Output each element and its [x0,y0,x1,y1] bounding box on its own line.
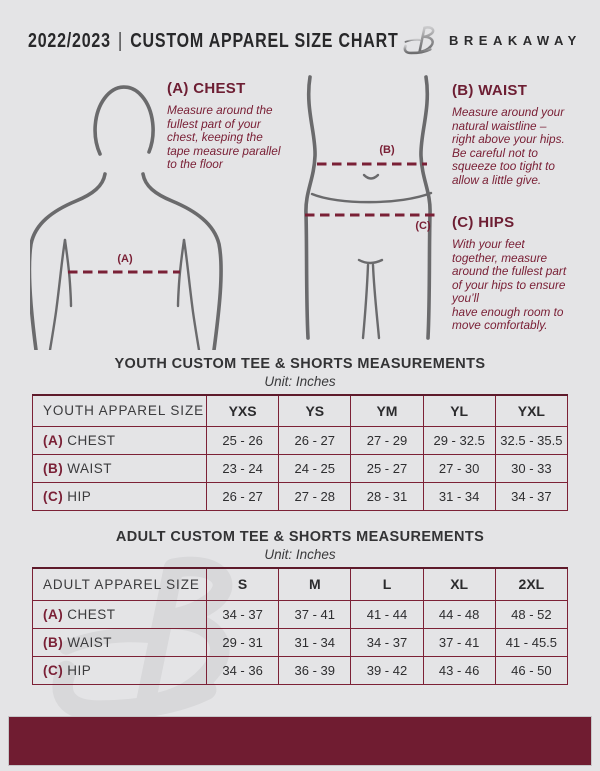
row-label-text: CHEST [67,606,116,622]
cell: 37 - 41 [278,599,352,629]
row-prefix: (B) [43,460,64,476]
cell: 31 - 34 [422,481,496,511]
footer-bar [8,716,592,766]
adult-size-2xl: 2XL [494,567,569,601]
cell: 31 - 34 [278,627,352,657]
upper-body-figure [30,85,223,350]
cell: 41 - 44 [350,599,424,629]
row-label-text: HIP [67,488,92,504]
waist-marker-label: (B) [379,144,395,156]
cell: 30 - 33 [494,453,569,483]
row-label-text: CHEST [67,432,116,448]
brand-name: BREAKAWAY [449,33,582,48]
chest-marker-label: (A) [117,253,133,265]
lower-body-figure [304,75,438,340]
adult-row-header: ADULT APPAREL SIZE [32,567,207,601]
cell: 34 - 37 [205,599,280,629]
hips-marker-label: (C) [415,220,431,232]
breakaway-logo-icon [403,26,435,55]
row-prefix: (C) [43,488,64,504]
youth-size-yl: YL [422,394,496,427]
youth-size-table: YOUTH APPAREL SIZE YXS YS YM YL YXL (A) C… [32,394,569,511]
youth-size-yxl: YXL [494,394,569,427]
title-separator: | [118,30,123,52]
cell: 25 - 26 [205,425,280,455]
title-text: CUSTOM APPAREL SIZE CHART [130,30,399,52]
youth-table-title: YOUTH CUSTOM TEE & SHORTS MEASUREMENTS [114,356,486,372]
adult-hip-row: (C) HIP 34 - 36 36 - 39 39 - 42 43 - 46 4… [32,655,569,685]
hips-heading: (C) HIPS [452,214,515,231]
youth-header-row: YOUTH APPAREL SIZE YXS YS YM YL YXL [32,394,569,427]
cell: 23 - 24 [205,453,280,483]
chest-instructions: Measure around the fullest part of your … [167,103,281,171]
youth-size-ys: YS [278,394,352,427]
row-prefix: (A) [43,432,64,448]
cell: 36 - 39 [278,655,352,685]
youth-row-header: YOUTH APPAREL SIZE [32,394,207,427]
waist-instructions: Measure around your natural waistline – … [452,105,565,187]
youth-size-ym: YM [350,394,424,427]
row-prefix: (B) [43,634,64,650]
cell: 44 - 48 [422,599,496,629]
youth-chest-row: (A) CHEST 25 - 26 26 - 27 27 - 29 29 - 32… [32,425,569,455]
adult-waist-row: (B) WAIST 29 - 31 31 - 34 34 - 37 37 - 41… [32,627,569,657]
chest-heading: (A) CHEST [167,80,246,97]
cell: 48 - 52 [494,599,569,629]
adult-chest-row: (A) CHEST 34 - 37 37 - 41 41 - 44 44 - 48… [32,599,569,629]
cell: 24 - 25 [278,453,352,483]
hips-instructions: With your feet together, measure around … [452,237,567,332]
adult-size-s: S [205,567,280,601]
cell: 29 - 31 [205,627,280,657]
waist-heading: (B) WAIST [452,82,528,99]
adult-size-table: ADULT APPAREL SIZE S M L XL 2XL (A) CHEST… [32,567,569,685]
adult-size-l: L [350,567,424,601]
cell: 27 - 28 [278,481,352,511]
cell: 46 - 50 [494,655,569,685]
adult-table-title: ADULT CUSTOM TEE & SHORTS MEASUREMENTS [115,529,485,545]
cell: 34 - 37 [350,627,424,657]
cell: 26 - 27 [278,425,352,455]
row-prefix: (C) [43,662,64,678]
adult-size-m: M [278,567,352,601]
cell: 27 - 30 [422,453,496,483]
youth-waist-row: (B) WAIST 23 - 24 24 - 25 25 - 27 27 - 30… [32,453,569,483]
cell: 34 - 37 [494,481,569,511]
youth-hip-row: (C) HIP 26 - 27 27 - 28 28 - 31 31 - 34 3… [32,481,569,511]
cell: 41 - 45.5 [494,627,569,657]
adult-header-row: ADULT APPAREL SIZE S M L XL 2XL [32,567,569,601]
cell: 32.5 - 35.5 [494,425,569,455]
cell: 25 - 27 [350,453,424,483]
row-label-text: HIP [67,662,92,678]
cell: 37 - 41 [422,627,496,657]
adult-size-xl: XL [422,567,496,601]
row-prefix: (A) [43,606,64,622]
cell: 26 - 27 [205,481,280,511]
cell: 34 - 36 [205,655,280,685]
cell: 29 - 32.5 [422,425,496,455]
cell: 43 - 46 [422,655,496,685]
page-title: 2022/2023 | CUSTOM APPAREL SIZE CHART [28,30,399,53]
youth-table-unit: Unit: Inches [264,374,336,389]
cell: 28 - 31 [350,481,424,511]
cell: 39 - 42 [350,655,424,685]
adult-table-unit: Unit: Inches [264,547,336,562]
cell: 27 - 29 [350,425,424,455]
title-year: 2022/2023 [28,30,111,52]
youth-size-yxs: YXS [205,394,280,427]
row-label-text: WAIST [67,634,112,650]
row-label-text: WAIST [67,460,112,476]
